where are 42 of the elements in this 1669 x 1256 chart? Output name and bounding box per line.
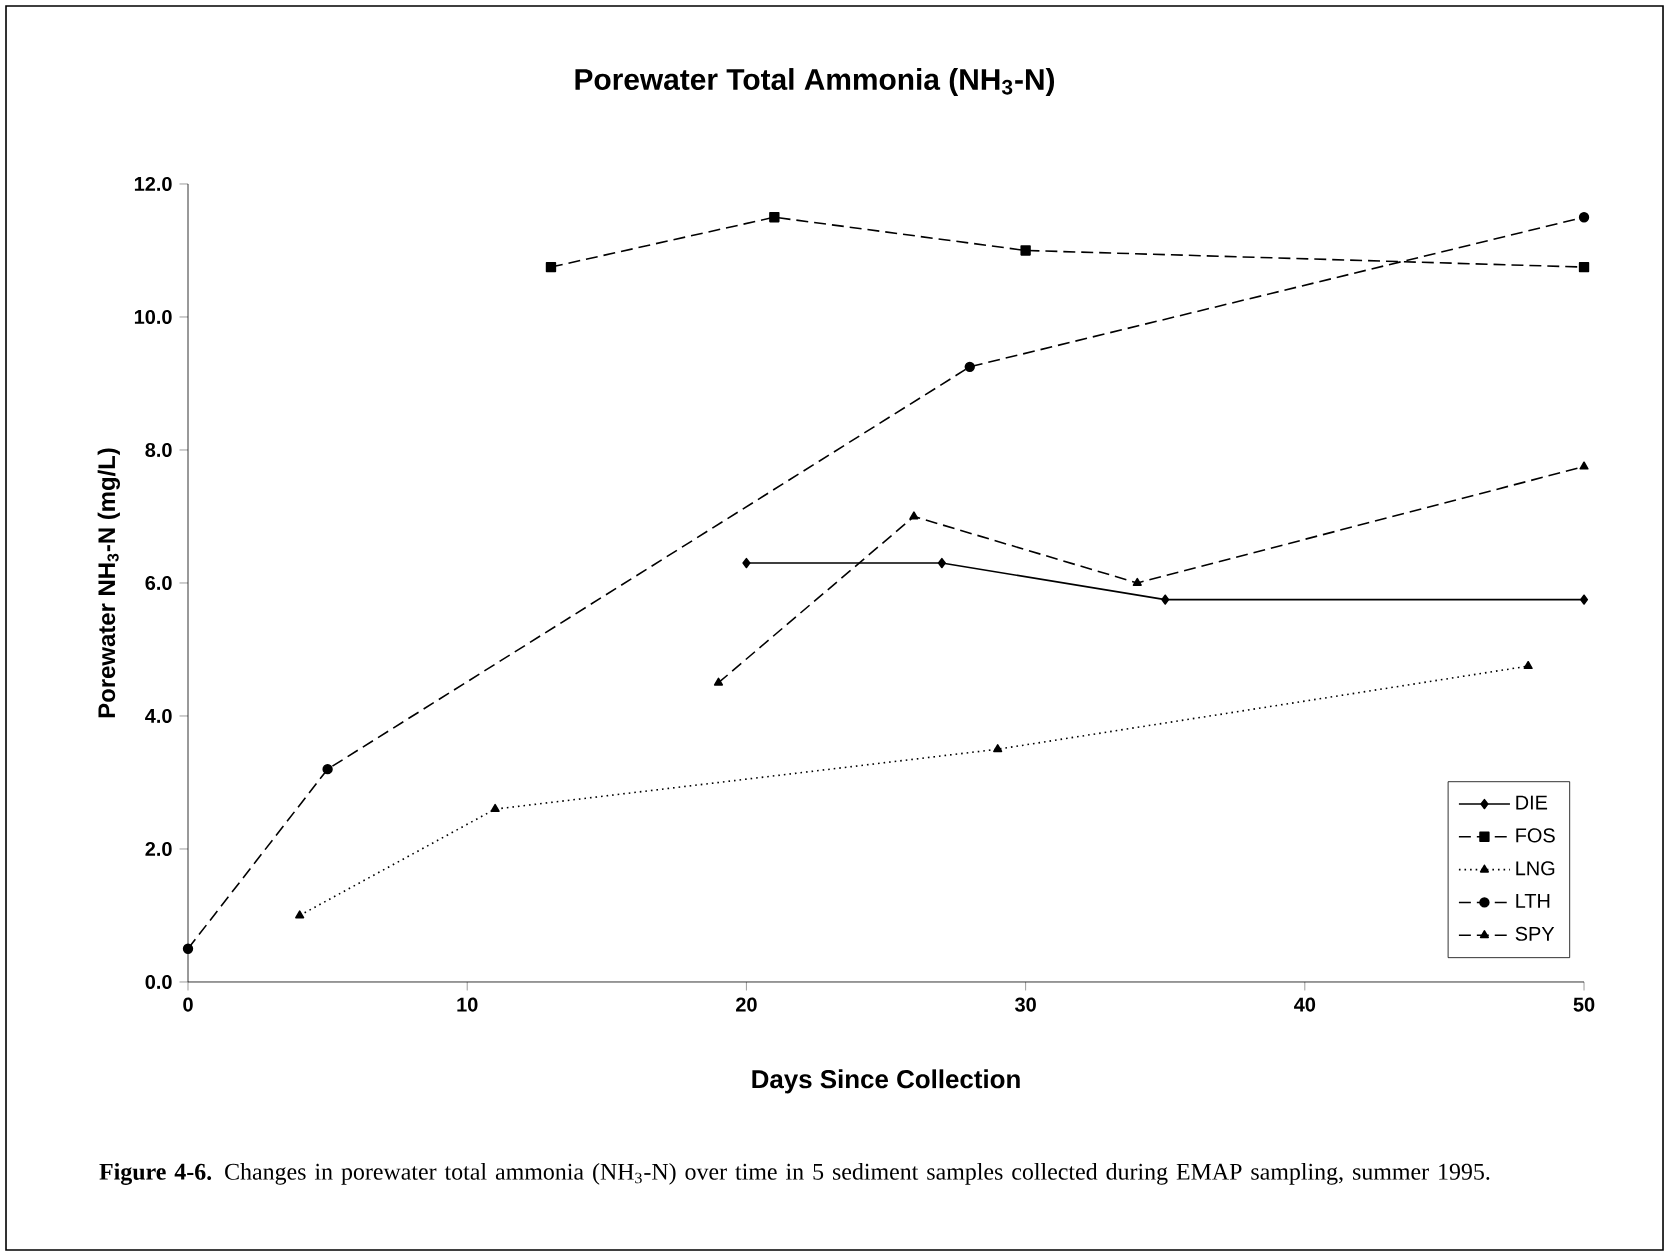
point [182,943,194,954]
y-axis-title: Porewater NH$_{3}$-N (mg/L) [97,448,120,718]
point [1579,594,1589,605]
point [993,744,1003,753]
x-tick-label: 40 [1294,997,1316,1012]
y-tick-label: 4.0 [145,708,172,724]
x-axis-title: Days Since Collection [752,1069,1020,1094]
point [1523,660,1533,670]
legend-label: LNG [1516,861,1555,876]
point [1578,261,1590,273]
point [769,212,780,223]
x-tick-label: 10 [457,997,478,1012]
point [937,557,946,569]
legend-label: FOS [1516,828,1555,843]
point [295,910,305,919]
legend-label: LTH [1516,894,1550,908]
y-tick-label: 8.0 [145,442,172,458]
point [742,557,751,569]
y-tick-label: 10.0 [134,309,172,325]
point [964,361,975,373]
x-tick-label: 50 [1573,997,1595,1012]
point [909,511,919,520]
x-tick-label: 30 [1015,997,1036,1012]
point [1132,577,1142,586]
point [1020,245,1031,256]
y-tick-label: 0.0 [145,974,172,990]
point [713,677,724,686]
x-tick-label: 20 [736,997,757,1012]
point [322,763,333,775]
y-tick-label: 6.0 [145,575,172,591]
legend-label: SPY [1515,926,1555,941]
point [1161,594,1170,605]
y-tick-label: 2.0 [145,841,172,857]
x-tick-label: 0 [183,997,193,1012]
y-tick-label: 12.0 [134,176,172,192]
legend-label: DIE [1516,795,1548,810]
point [545,261,557,273]
text: Figure 4-6. Changes in porewater total ammonia (NH$_{3}$-N) over time in 5 sediment samples collected during EMAP sampling, summer 1995. [99,1163,1490,1185]
chart-title: Porewater Total Ammonia (NH$_{3}$-N) [575,68,1055,96]
point [1579,461,1589,470]
point [490,803,500,813]
point [1578,212,1590,223]
